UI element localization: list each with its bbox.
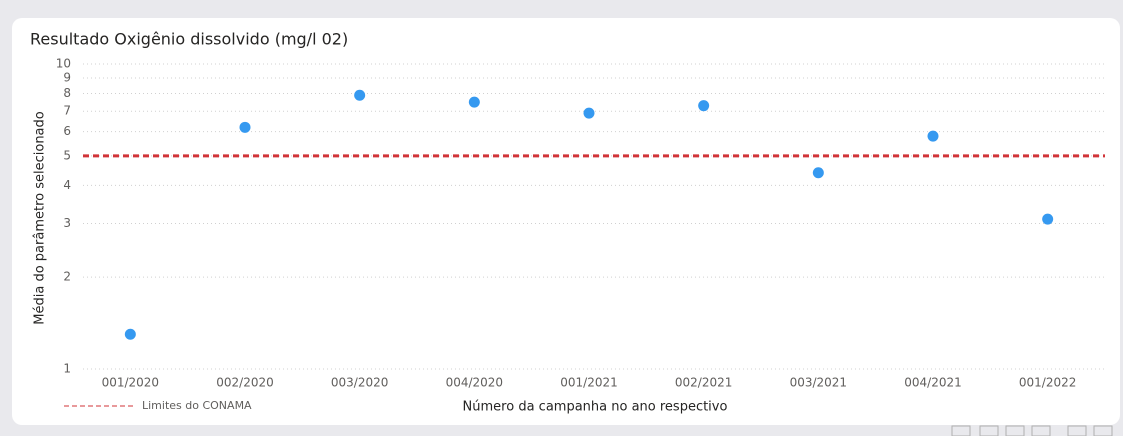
point: [124, 328, 136, 340]
x-tick-label: 002/2020: [216, 376, 274, 390]
toolbar: [951, 425, 1113, 436]
legend-label: Limites do CONAMA: [142, 399, 252, 412]
tool-icon[interactable]: [1067, 425, 1087, 436]
point: [583, 107, 595, 119]
x-tick-label: 004/2021: [904, 376, 962, 390]
x-tick-label: 003/2021: [790, 376, 848, 390]
y-tick-label: 3: [63, 216, 71, 230]
point: [812, 167, 824, 179]
y-tick-label: 9: [63, 70, 71, 84]
tool-icon[interactable]: [1031, 425, 1051, 436]
y-tick-label: 2: [63, 270, 71, 284]
x-tick-label: 001/2022: [1019, 376, 1077, 390]
point: [698, 100, 710, 112]
tool-icon[interactable]: [979, 425, 999, 436]
point: [468, 96, 480, 108]
point: [354, 89, 366, 101]
tool-icon[interactable]: [1005, 425, 1025, 436]
card: [12, 18, 1120, 425]
point: [1042, 213, 1054, 225]
x-tick-label: 002/2021: [675, 376, 733, 390]
tool-icon[interactable]: [951, 425, 971, 436]
y-tick-label: 6: [63, 124, 71, 138]
x-tick-label: 001/2020: [102, 376, 160, 390]
x-tick-label: 003/2020: [331, 376, 389, 390]
point: [239, 121, 251, 133]
y-tick-label: 4: [63, 178, 71, 192]
chart-title: Resultado Oxigênio dissolvido (mg/l 02): [30, 30, 348, 49]
y-tick-label: 7: [63, 104, 71, 118]
y-tick-label: 8: [63, 86, 71, 100]
tool-icon[interactable]: [1093, 425, 1113, 436]
y-tick-label: 1: [63, 362, 71, 376]
y-tick-label: 10: [56, 57, 71, 71]
y-axis-label: Média do parâmetro selecionado: [33, 111, 48, 324]
x-tick-label: 001/2021: [560, 376, 618, 390]
y-tick-label: 5: [63, 148, 71, 162]
x-tick-label: 004/2020: [446, 376, 504, 390]
x-axis-label: Número da campanha no ano respectivo: [463, 400, 728, 415]
point: [927, 130, 939, 142]
